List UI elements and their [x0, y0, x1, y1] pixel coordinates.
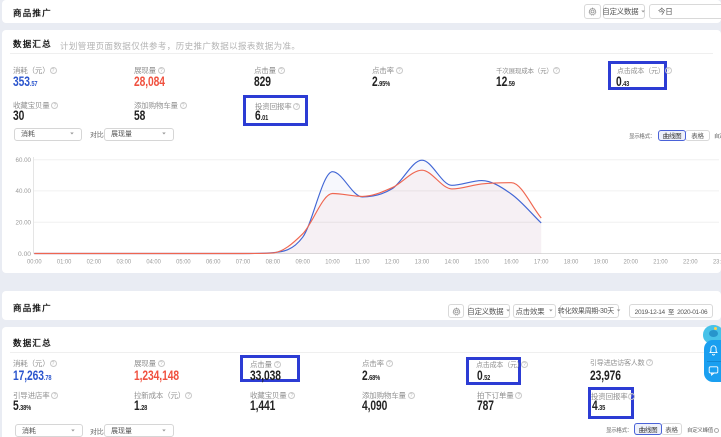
- svg-text:17:00: 17:00: [534, 259, 549, 266]
- svg-text:23:00: 23:00: [713, 259, 721, 266]
- svg-text:02:00: 02:00: [87, 259, 102, 266]
- svg-text:06:00: 06:00: [206, 259, 221, 266]
- svg-text:00:00: 00:00: [27, 259, 42, 266]
- svg-text:01:00: 01:00: [57, 259, 72, 266]
- svg-text:12:00: 12:00: [385, 259, 400, 266]
- svg-text:40.00: 40.00: [16, 188, 32, 195]
- svg-text:16:00: 16:00: [504, 259, 519, 266]
- svg-text:11:00: 11:00: [355, 259, 370, 266]
- svg-text:05:00: 05:00: [176, 259, 191, 266]
- svg-text:18:00: 18:00: [564, 259, 579, 266]
- svg-text:20.00: 20.00: [16, 220, 32, 227]
- svg-text:22:00: 22:00: [683, 259, 698, 266]
- svg-text:21:00: 21:00: [653, 259, 668, 266]
- svg-text:09:00: 09:00: [295, 259, 310, 266]
- svg-text:07:00: 07:00: [236, 259, 251, 266]
- svg-text:13:00: 13:00: [415, 259, 430, 266]
- svg-text:19:00: 19:00: [594, 259, 609, 266]
- svg-text:08:00: 08:00: [266, 259, 281, 266]
- svg-text:20:00: 20:00: [623, 259, 638, 266]
- svg-text:60.00: 60.00: [16, 157, 32, 164]
- svg-text:15:00: 15:00: [474, 259, 489, 266]
- svg-text:14:00: 14:00: [445, 259, 460, 266]
- svg-text:0.00: 0.00: [18, 251, 31, 258]
- svg-text:10:00: 10:00: [325, 259, 340, 266]
- svg-text:04:00: 04:00: [146, 259, 161, 266]
- svg-text:03:00: 03:00: [117, 259, 132, 266]
